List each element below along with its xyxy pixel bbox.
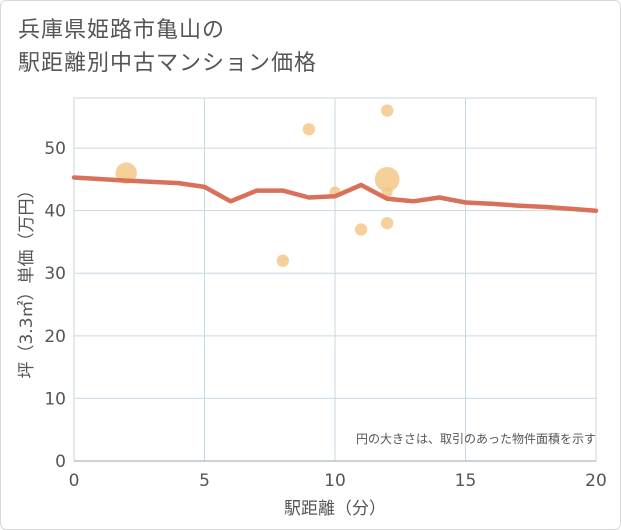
y-tick-labels: 0 10 20 30 40 50 bbox=[44, 139, 66, 472]
bubble-point bbox=[354, 223, 368, 236]
bubble-point bbox=[276, 254, 289, 267]
y-tick-label: 50 bbox=[44, 139, 66, 159]
y-tick-label: 0 bbox=[55, 452, 66, 472]
y-tick-label: 20 bbox=[44, 327, 66, 347]
x-tick-label: 20 bbox=[585, 471, 607, 491]
bubble-point bbox=[374, 166, 400, 192]
x-tick-label: 15 bbox=[455, 471, 477, 491]
average-price-line bbox=[71, 175, 599, 213]
x-tick-label: 5 bbox=[199, 471, 210, 491]
y-axis-label: 坪（3.3㎡）単価（万円） bbox=[17, 181, 37, 378]
bubble-point bbox=[381, 216, 394, 230]
average-line-series bbox=[71, 175, 599, 213]
x-tick-label: 0 bbox=[69, 471, 80, 491]
chart-title-line-2: 駅距離別中古マンション価格 bbox=[18, 51, 318, 76]
x-tick-label: 10 bbox=[324, 471, 346, 491]
size-legend-note: 円の大きさは、取引のあった物件面積を示す bbox=[356, 431, 596, 446]
y-tick-label: 30 bbox=[44, 264, 66, 284]
y-tick-label: 40 bbox=[44, 202, 66, 222]
chart-title: 兵庫県姫路市亀山の 駅距離別中古マンション価格 bbox=[18, 14, 317, 80]
chart-title-line-1: 兵庫県姫路市亀山の bbox=[18, 18, 226, 43]
y-tick-label: 10 bbox=[44, 389, 66, 409]
bubble-point bbox=[302, 123, 316, 136]
bubble-point bbox=[381, 186, 393, 198]
x-tick-labels: 0 5 10 15 20 bbox=[69, 471, 607, 491]
x-axis-label: 駅距離（分） bbox=[284, 499, 386, 519]
grid-lines bbox=[74, 98, 596, 462]
bubble-point bbox=[381, 104, 394, 117]
